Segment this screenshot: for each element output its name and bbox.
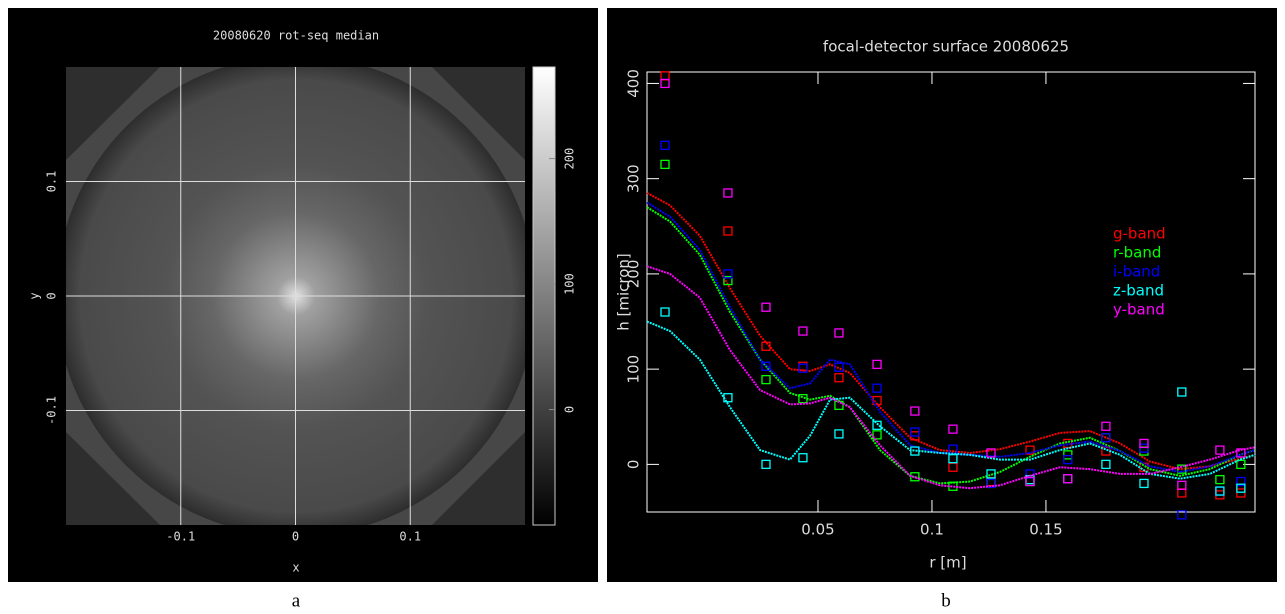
data-point (660, 140, 670, 150)
data-point (1139, 443, 1149, 453)
y-tick-label: 0 (625, 460, 643, 470)
y-axis-label: h [micron] (615, 253, 633, 331)
y-tick-label: -0.1 (45, 396, 59, 425)
data-point (986, 478, 996, 489)
data-point (1101, 433, 1111, 443)
data-point (723, 188, 733, 198)
data-point (1139, 478, 1149, 489)
data-point (1236, 476, 1246, 487)
colorbar-tick-label: 200 (563, 148, 577, 170)
data-point (872, 420, 882, 430)
data-point (723, 269, 733, 279)
data-point (798, 363, 808, 373)
data-point (986, 448, 996, 458)
legend-entry: z-band (1113, 282, 1164, 300)
colorbar-tick-label: 100 (563, 273, 577, 295)
data-point (1236, 488, 1246, 498)
data-point (834, 373, 844, 383)
data-point (872, 359, 882, 370)
data-point (1063, 454, 1073, 465)
y-tick-label: 100 (625, 355, 643, 384)
data-point (798, 394, 808, 404)
data-point (660, 159, 670, 170)
y-tick-label: 300 (625, 164, 643, 193)
data-point (834, 328, 844, 338)
data-point (1236, 448, 1246, 458)
x-axis-label: x (292, 561, 299, 575)
panel-b (607, 8, 1277, 582)
data-point (910, 446, 920, 456)
data-point (872, 395, 882, 406)
x-tick-label: 0.1 (920, 521, 944, 539)
y-tick-label: 400 (625, 69, 643, 98)
colorbar-tick-label: 0 (563, 406, 577, 413)
data-point (798, 453, 808, 463)
data-point (834, 362, 844, 372)
colorbar (532, 66, 556, 526)
data-point (910, 427, 920, 437)
legend-entry: g-band (1113, 225, 1166, 243)
data-point (1101, 459, 1111, 470)
data-point (1177, 510, 1187, 520)
x-tick-label: 0 (292, 530, 299, 544)
data-point (872, 430, 882, 440)
y-tick-label: 0 (45, 292, 59, 299)
chart-title: 20080620 rot-seq median (213, 29, 379, 43)
caption: a (292, 590, 301, 611)
data-point (1215, 474, 1225, 485)
data-point (1025, 476, 1035, 487)
data-point (798, 326, 808, 336)
data-point (761, 302, 771, 312)
data-point (910, 406, 920, 416)
chart-title: focal-detector surface 20080625 (823, 38, 1069, 56)
fit-curve (646, 320, 1256, 480)
fit-curve (646, 192, 1256, 471)
plot-frame (646, 71, 1256, 513)
data-point (761, 341, 771, 351)
data-point (872, 383, 882, 393)
data-point (761, 459, 771, 470)
x-tick-label: 0.05 (801, 521, 834, 539)
data-point (1215, 445, 1225, 455)
y-tick-label: 200 (625, 260, 643, 289)
data-point (1177, 480, 1187, 490)
x-tick-label: 0.1 (399, 530, 421, 544)
legend-entry: y-band (1113, 301, 1165, 319)
legend-entry: i-band (1113, 263, 1160, 281)
data-point (761, 374, 771, 385)
data-point (723, 393, 733, 403)
layer: 20080620 rot-seq median x y -0.1 0 0.1 -0.1 0 0.… (28, 29, 1256, 611)
fit-curve (646, 265, 1256, 490)
data-point (723, 275, 733, 286)
data-point (1063, 450, 1073, 460)
data-point (660, 78, 670, 89)
data-point (834, 429, 844, 439)
x-tick-label: -0.1 (166, 530, 195, 544)
data-point (948, 424, 958, 434)
data-point (723, 226, 733, 236)
data-point (1101, 421, 1111, 431)
data-point (660, 307, 670, 317)
data-point (1177, 387, 1187, 397)
caption: b (941, 590, 951, 611)
x-tick-label: 0.15 (1029, 521, 1062, 539)
legend-entry: r-band (1113, 244, 1161, 262)
data-point (1025, 445, 1035, 455)
data-point (986, 469, 996, 479)
y-axis-label: y (28, 292, 42, 299)
data-point (948, 454, 958, 464)
data-point (1236, 483, 1246, 493)
data-point (1236, 459, 1246, 470)
data-point (761, 361, 771, 371)
data-point (1177, 464, 1187, 474)
data-point (1139, 438, 1149, 449)
data-point (1063, 474, 1073, 484)
data-point (1215, 486, 1225, 496)
x-axis-label: r [m] (929, 554, 966, 572)
y-tick-label: 0.1 (45, 171, 59, 193)
